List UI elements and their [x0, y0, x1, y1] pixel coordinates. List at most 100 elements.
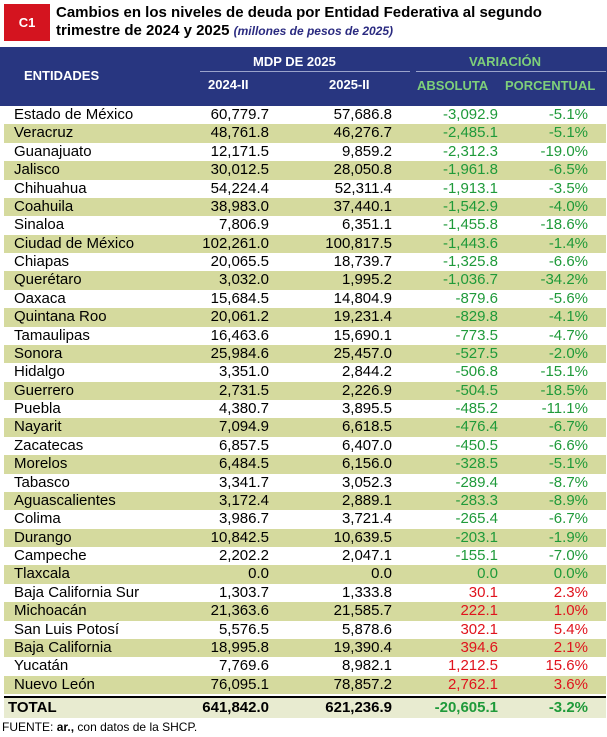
cell-2024: 2,731.5 [218, 381, 269, 399]
cell-entidad: Zacatecas [14, 436, 84, 454]
cell-entidad: Aguascalientes [14, 491, 116, 509]
cell-absoluta: 2,762.1 [447, 675, 498, 693]
cell-entidad: Chihuahua [14, 179, 87, 197]
cell-porcentual: -15.1% [540, 363, 588, 381]
col-group-mdp: MDP DE 2025 [253, 54, 336, 69]
cell-2025: 2,844.2 [341, 363, 392, 381]
table-row: Morelos 6,484.5 6,156.0 -328.5 -5.1% [4, 455, 606, 474]
table-row: Puebla 4,380.7 3,895.5 -485.2 -11.1% [4, 400, 606, 418]
total-absoluta: -20,605.1 [434, 699, 498, 716]
table-row: Yucatán 7,769.6 8,982.1 1,212.5 15.6% [4, 657, 606, 675]
cell-2025: 6,351.1 [341, 216, 392, 234]
cell-absoluta: 222.1 [460, 602, 498, 620]
cell-porcentual: -4.1% [548, 308, 588, 326]
page-title: Cambios en los niveles de deuda por Enti… [56, 4, 606, 40]
table-row: Coahuila 38,983.0 37,440.1 -1,542.9 -4.0% [4, 197, 606, 217]
cell-entidad: Sinaloa [14, 216, 65, 234]
cell-2025: 18,739.7 [333, 253, 392, 270]
title-text: Cambios en los niveles de deuda por Enti… [56, 4, 542, 39]
cell-absoluta: -155.1 [455, 547, 498, 564]
table-body: Estado de México 60,779.7 57,686.8 -3,092.9… [4, 106, 606, 694]
cell-2024: 2,202.2 [218, 547, 269, 564]
cell-porcentual: -4.7% [548, 326, 588, 344]
cell-porcentual: -5.1% [548, 455, 588, 473]
table-row: Veracruz 48,761.8 46,276.7 -2,485.1 -5.1% [4, 124, 606, 143]
cell-porcentual: 3.6% [553, 675, 588, 693]
title-subtitle: (millones de pesos de 2025) [233, 24, 394, 38]
cell-absoluta: -1,913.1 [442, 179, 498, 197]
cell-2024: 0.0 [248, 565, 269, 583]
total-row: TOTAL 641,842.0 621,236.9 -20,605.1 -3.2… [4, 696, 606, 718]
cell-2025: 15,690.1 [333, 326, 392, 344]
cell-2024: 16,463.6 [210, 326, 269, 344]
cell-porcentual: -18.5% [540, 381, 588, 399]
table-row: Colima 3,986.7 3,721.4 -265.4 -6.7% [4, 510, 606, 528]
cell-2024: 54,224.4 [210, 179, 269, 197]
cell-2024: 7,769.6 [218, 657, 269, 675]
cell-porcentual: -5.1% [548, 106, 588, 123]
cell-porcentual: 0.0% [553, 565, 588, 583]
table-row: Campeche 2,202.2 2,047.1 -155.1 -7.0% [4, 547, 606, 565]
cell-entidad: Puebla [14, 400, 61, 417]
table-header: ENTIDADES MDP DE 2025 2024-II 2025-II VA… [0, 47, 607, 106]
header-divider-mdp [200, 71, 410, 72]
cell-2025: 5,878.6 [341, 620, 392, 638]
cell-absoluta: -2,485.1 [442, 124, 498, 142]
cell-absoluta: -504.5 [455, 381, 498, 399]
cell-2024: 3,032.0 [218, 271, 269, 289]
table-row: Baja California Sur 1,303.7 1,333.8 30.1 2.3… [4, 584, 606, 602]
cell-entidad: San Luis Potosí [14, 620, 120, 638]
cell-2025: 2,047.1 [341, 547, 392, 564]
table-row: Tamaulipas 16,463.6 15,690.1 -773.5 -4.7% [4, 327, 606, 345]
cell-porcentual: -11.1% [541, 400, 588, 417]
cell-2024: 12,171.5 [210, 142, 269, 160]
table-row: Durango 10,842.5 10,639.5 -203.1 -1.9% [4, 528, 606, 547]
cell-2024: 18,995.8 [210, 638, 269, 656]
cell-porcentual: -6.6% [548, 436, 588, 454]
cell-2024: 102,261.0 [202, 234, 269, 252]
cell-2024: 6,484.5 [218, 455, 269, 473]
header-divider-variacion [416, 71, 606, 72]
cell-porcentual: -1.9% [548, 528, 588, 546]
cell-2024: 25,984.6 [210, 344, 269, 362]
col-porcentual: PORCENTUAL [505, 78, 596, 93]
cell-absoluta: -3,092.9 [442, 106, 498, 123]
col-2024: 2024-II [208, 77, 249, 92]
cell-porcentual: -3.5% [548, 179, 588, 197]
cell-entidad: Baja California Sur [14, 583, 140, 601]
cell-entidad: Guerrero [14, 381, 75, 399]
cell-entidad: Baja California [14, 638, 112, 656]
cell-absoluta: -829.8 [455, 308, 498, 326]
cell-porcentual: 5.4% [553, 620, 588, 638]
cell-porcentual: -7.0% [548, 547, 588, 564]
table-row: Hidalgo 3,351.0 2,844.2 -506.8 -15.1% [4, 363, 606, 381]
col-absoluta: ABSOLUTA [417, 78, 489, 93]
source-prefix: FUENTE: [2, 720, 54, 734]
cell-entidad: Yucatán [14, 657, 69, 675]
cell-2024: 20,061.2 [210, 308, 269, 326]
table-row: Estado de México 60,779.7 57,686.8 -3,092.9… [4, 106, 606, 124]
cell-2025: 19,231.4 [333, 308, 392, 326]
cell-entidad: Quintana Roo [14, 308, 107, 326]
cell-2025: 78,857.2 [333, 675, 392, 693]
cell-porcentual: -4.0% [548, 197, 588, 215]
cell-entidad: Tlaxcala [14, 565, 70, 583]
cell-absoluta: -2,312.3 [442, 142, 498, 160]
cell-absoluta: -1,455.8 [442, 216, 498, 234]
cell-absoluta: 394.6 [460, 638, 498, 656]
col-entidades: ENTIDADES [24, 68, 100, 83]
cell-2024: 3,351.0 [218, 363, 269, 381]
cell-porcentual: -34.2% [540, 271, 588, 289]
cell-absoluta: -265.4 [455, 510, 498, 528]
col-2025: 2025-II [329, 77, 370, 92]
cell-2024: 20,065.5 [210, 253, 269, 270]
cell-2025: 10,639.5 [333, 528, 392, 546]
cell-2024: 76,095.1 [210, 675, 269, 693]
cell-2024: 60,779.7 [210, 106, 269, 123]
cell-porcentual: -1.4% [548, 234, 588, 252]
table-row: Nayarit 7,094.9 6,618.5 -476.4 -6.7% [4, 418, 606, 437]
cell-2025: 2,226.9 [341, 381, 392, 399]
cell-2025: 2,889.1 [341, 491, 392, 509]
chart-badge: C1 [4, 4, 50, 41]
table-row: Guanajuato 12,171.5 9,859.2 -2,312.3 -19.0% [4, 143, 606, 161]
